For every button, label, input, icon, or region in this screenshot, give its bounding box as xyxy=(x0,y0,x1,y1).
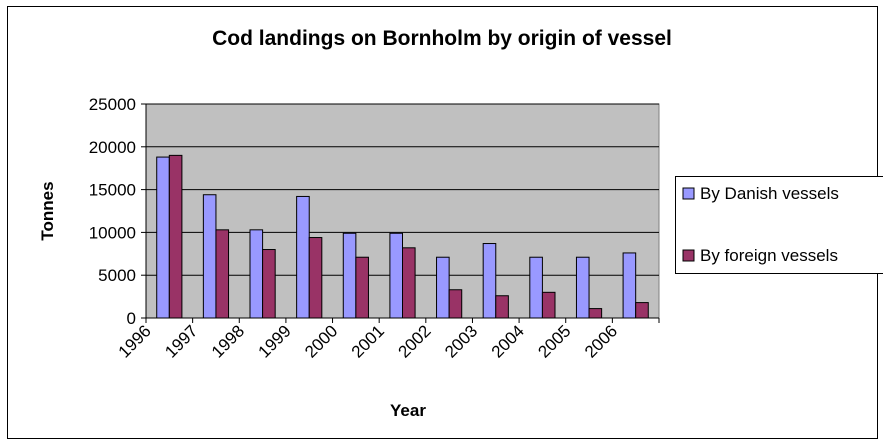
gridlines xyxy=(146,103,659,276)
x-axis-title: Year xyxy=(390,401,426,420)
bar-danish xyxy=(389,232,403,319)
bar-danish xyxy=(296,195,310,319)
y-tick-labels: 0 5000 10000 15000 20000 25000 xyxy=(89,95,136,328)
legend-label-danish: By Danish vessels xyxy=(700,184,839,203)
y-tick-label: 5000 xyxy=(98,266,136,285)
bar-foreign xyxy=(495,295,509,319)
y-axis-title: Tonnes xyxy=(38,181,57,240)
bars-group xyxy=(156,154,649,319)
legend-swatch-foreign xyxy=(682,249,695,262)
y-tick-label: 10000 xyxy=(89,223,136,242)
bar-foreign xyxy=(262,249,276,319)
legend-swatch-danish xyxy=(682,187,695,200)
y-tick-label: 0 xyxy=(127,309,136,328)
bar-danish xyxy=(575,256,590,319)
bar-danish xyxy=(529,256,543,319)
bar-foreign xyxy=(308,237,323,319)
bar-foreign xyxy=(541,291,556,319)
bar-danish xyxy=(482,243,497,319)
legend-box xyxy=(675,176,883,274)
bar-danish xyxy=(156,156,170,319)
bar-danish xyxy=(342,232,357,319)
bar-danish xyxy=(622,252,637,319)
bar-foreign xyxy=(355,256,369,319)
y-tick-label: 25000 xyxy=(89,95,136,114)
bar-foreign xyxy=(402,247,416,319)
bar-foreign xyxy=(215,229,230,319)
axes-group xyxy=(141,103,660,323)
bar-danish xyxy=(202,194,217,319)
bar-foreign xyxy=(168,154,183,319)
bar-foreign xyxy=(635,302,649,319)
bar-danish xyxy=(436,256,450,319)
bar-foreign xyxy=(588,308,603,319)
y-tick-label: 15000 xyxy=(89,181,136,200)
legend: By Danish vessels By foreign vessels xyxy=(675,176,883,274)
legend-label-foreign: By foreign vessels xyxy=(700,246,838,265)
y-tick-label: 20000 xyxy=(89,138,136,157)
bar-danish xyxy=(249,229,264,319)
bar-foreign xyxy=(448,289,463,319)
chart-title: Cod landings on Bornholm by origin of ve… xyxy=(212,27,672,50)
